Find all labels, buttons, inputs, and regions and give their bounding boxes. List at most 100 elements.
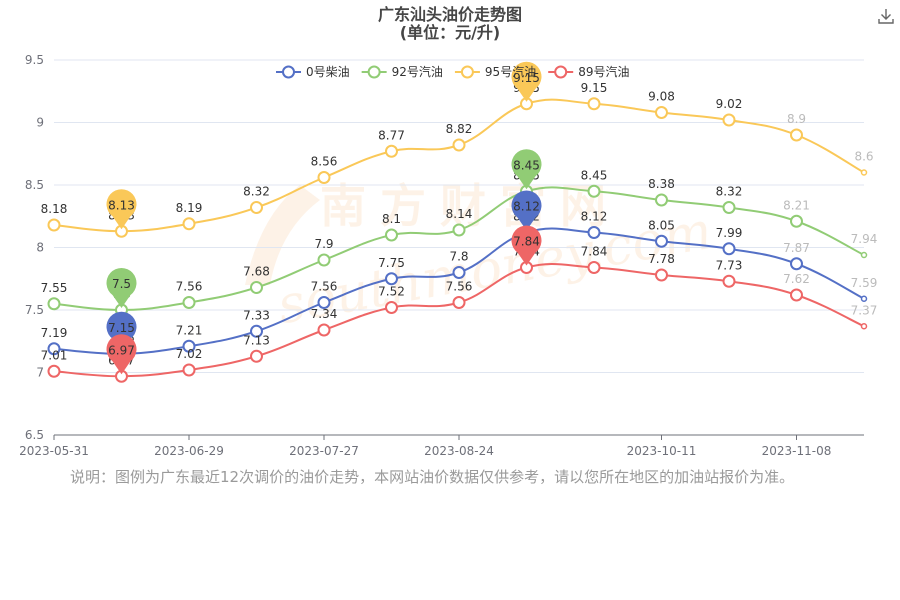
data-label: 8.18 (41, 202, 68, 216)
data-point[interactable] (47, 218, 61, 232)
data-label: 8.45 (581, 168, 608, 182)
data-label: 7.02 (176, 347, 203, 361)
x-tick-label: 2023-05-31 (19, 444, 89, 458)
data-point[interactable] (385, 301, 398, 314)
data-label: 8.9 (787, 112, 806, 126)
data-label: 8.38 (648, 177, 675, 191)
data-point[interactable] (790, 257, 803, 271)
data-point[interactable] (182, 296, 196, 309)
data-point[interactable] (790, 128, 803, 142)
data-point[interactable] (860, 295, 868, 302)
data-point[interactable] (385, 228, 398, 242)
markpoint-label: 7.84 (513, 235, 540, 249)
data-point[interactable] (587, 184, 601, 198)
grid-lines (54, 59, 864, 436)
data-label: 7.87 (783, 241, 810, 255)
data-point[interactable] (655, 106, 668, 119)
data-point[interactable] (47, 297, 61, 311)
data-point[interactable] (250, 349, 263, 363)
data-label: 7.99 (716, 226, 743, 240)
data-label: 8.05 (648, 218, 675, 232)
data-point[interactable] (860, 169, 868, 176)
data-point[interactable] (182, 217, 196, 231)
data-label: 7.37 (851, 303, 878, 317)
data-label: 7.62 (783, 272, 810, 286)
x-tick-label: 2023-10-11 (627, 444, 697, 458)
data-point[interactable] (182, 363, 196, 377)
data-point[interactable] (385, 144, 398, 158)
legend-item[interactable]: 89号汽油 (548, 64, 629, 79)
markpoint-label: 9.15 (513, 71, 540, 85)
data-point[interactable] (790, 214, 803, 228)
chart-subtitle: (单位：元/升) (400, 23, 500, 42)
y-tick-label: 8 (36, 241, 44, 255)
data-point[interactable] (722, 113, 736, 127)
x-tick-label: 2023-11-08 (762, 444, 832, 458)
data-point[interactable] (587, 97, 601, 111)
data-label: 7.55 (41, 281, 68, 295)
data-point[interactable] (655, 193, 668, 207)
legend-symbol (554, 65, 568, 79)
markpoint-label: 7.15 (108, 321, 135, 335)
markpoint-pin (511, 190, 542, 231)
data-point[interactable] (47, 342, 61, 356)
data-label: 9.15 (581, 81, 608, 95)
data-label: 8.12 (581, 210, 608, 224)
data-point[interactable] (722, 274, 736, 288)
download-icon[interactable] (876, 6, 896, 26)
data-point[interactable] (317, 296, 331, 309)
legend-symbol (367, 65, 381, 79)
y-tick-label: 9 (36, 116, 44, 130)
data-label: 8.77 (378, 128, 405, 142)
data-point[interactable] (790, 288, 803, 302)
data-label: 7.33 (243, 308, 270, 322)
data-point[interactable] (587, 226, 601, 239)
data-point[interactable] (655, 234, 668, 248)
data-point[interactable] (250, 281, 263, 294)
data-point[interactable] (860, 251, 868, 259)
data-point[interactable] (452, 223, 466, 237)
markpoint-label: 8.45 (513, 158, 540, 172)
data-point[interactable] (452, 266, 466, 279)
data-point[interactable] (722, 201, 736, 214)
data-point[interactable] (250, 201, 263, 214)
series-2: 8.188.138.198.328.568.778.829.159.159.08… (41, 81, 874, 238)
data-label: 7.73 (716, 258, 743, 272)
data-point[interactable] (250, 324, 263, 338)
data-point[interactable] (47, 364, 61, 378)
data-label: 7.34 (311, 307, 338, 321)
legend-item[interactable]: 95号汽油 (454, 64, 536, 79)
data-label: 9.08 (648, 90, 675, 104)
data-label: 9.02 (716, 97, 743, 111)
data-point[interactable] (385, 272, 398, 286)
data-label: 8.19 (176, 201, 203, 215)
markpoint-label: 8.12 (513, 200, 540, 214)
data-point[interactable] (860, 323, 868, 330)
data-point[interactable] (452, 296, 466, 309)
data-point[interactable] (317, 171, 331, 184)
data-point[interactable] (587, 261, 601, 274)
legend-label: 0号柴油 (306, 65, 350, 79)
data-label: 8.82 (446, 122, 473, 136)
x-tick-label: 2023-06-29 (154, 444, 224, 458)
data-point[interactable] (182, 339, 196, 353)
data-point[interactable] (452, 138, 466, 152)
data-label: 7.9 (314, 237, 333, 251)
data-label: 8.32 (716, 185, 743, 199)
data-label: 7.52 (378, 285, 405, 299)
data-label: 7.56 (176, 280, 203, 294)
markpoint-pin (106, 189, 137, 230)
data-point[interactable] (655, 268, 668, 282)
data-point[interactable] (722, 242, 736, 256)
legend-item[interactable]: 92号汽油 (361, 64, 443, 79)
markpoint-pin (106, 334, 137, 375)
data-label: 7.75 (378, 256, 405, 270)
legend-label: 89号汽油 (578, 64, 629, 79)
chart-title: 广东汕头油价走势图 (378, 5, 522, 24)
legend-item[interactable]: 0号柴油 (276, 65, 350, 79)
data-point[interactable] (317, 253, 331, 267)
data-label: 7.68 (243, 265, 270, 279)
legend[interactable]: 0号柴油 92号汽油 95号汽油 89号汽油 (276, 64, 629, 79)
data-point[interactable] (317, 323, 331, 337)
